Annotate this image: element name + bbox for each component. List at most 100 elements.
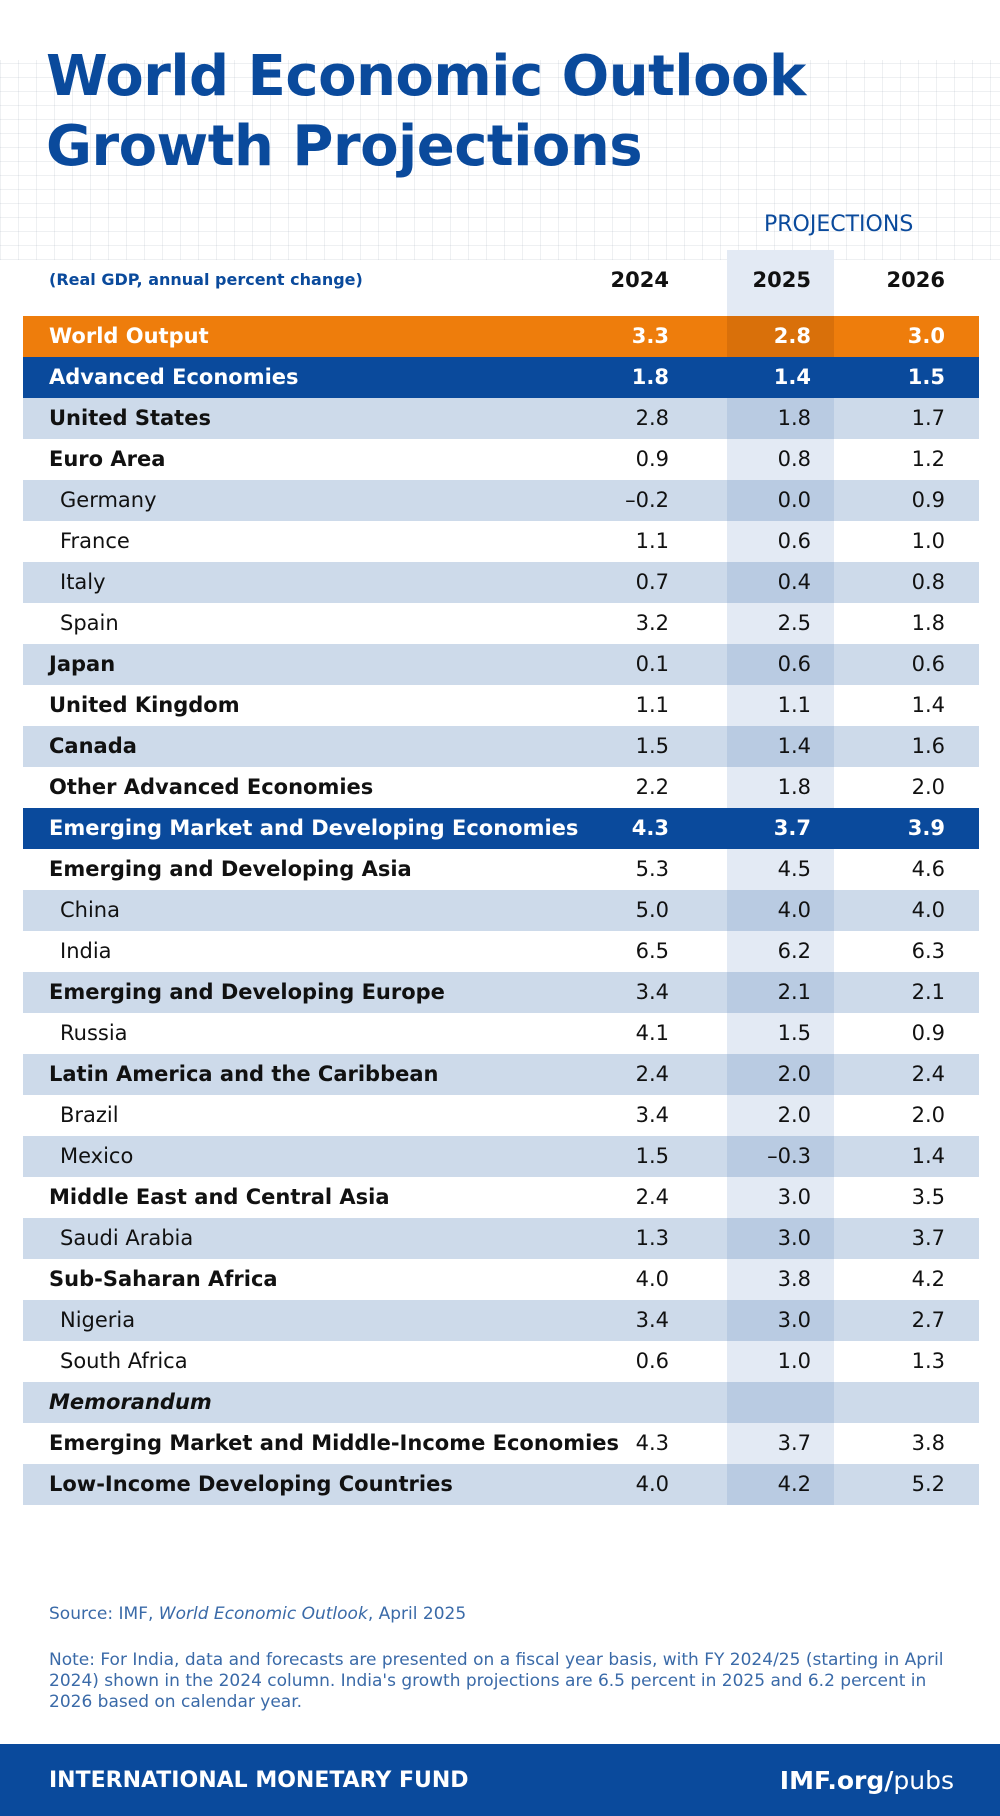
table-row: Euro Area 0.9 0.8 1.2: [23, 439, 979, 480]
row-label: South Africa: [60, 1349, 188, 1373]
row-value: 3.3: [631, 324, 669, 348]
projection-cell: [727, 1054, 834, 1095]
row-value: 2.1: [777, 980, 811, 1004]
table-row: China 5.0 4.0 4.0: [23, 890, 979, 931]
row-value: 4.2: [911, 1267, 945, 1291]
row-value: 3.0: [777, 1226, 811, 1250]
row-value: 5.3: [635, 857, 669, 881]
background-pattern: [0, 60, 1000, 260]
source: Source: IMF, World Economic Outlook, Apr…: [49, 1604, 466, 1625]
row-value: 1.5: [777, 1021, 811, 1045]
row-label: United Kingdom: [49, 693, 240, 717]
unit-note: (Real GDP, annual percent change): [49, 270, 363, 289]
row-label: Other Advanced Economies: [49, 775, 374, 799]
row-value: 4.0: [911, 898, 945, 922]
row-value: 1.7: [911, 406, 945, 430]
row-value: 1.8: [777, 406, 811, 430]
row-value: 5.0: [635, 898, 669, 922]
row-value: 2.5: [777, 611, 811, 635]
table-row: Emerging Market and Middle-Income Econom…: [23, 1423, 979, 1464]
row-label: Emerging Market and Middle-Income Econom…: [49, 1431, 620, 1455]
row-label: United States: [49, 406, 211, 430]
table-row: Canada 1.5 1.4 1.6: [23, 726, 979, 767]
row-value: 1.0: [911, 529, 945, 553]
row-value: 3.5: [911, 1185, 945, 1209]
row-label: Emerging and Developing Asia: [49, 857, 412, 881]
row-value: 1.5: [635, 734, 669, 758]
row-value: 3.8: [911, 1431, 945, 1455]
row-label: India: [60, 939, 112, 963]
row-label: Emerging Market and Developing Economies: [49, 816, 579, 840]
column-header: 2025: [752, 268, 811, 292]
row-value: 1.8: [631, 365, 669, 389]
projection-cell: [727, 480, 834, 521]
table-row: United States 2.8 1.8 1.7: [23, 398, 979, 439]
row-value: 1.5: [907, 365, 945, 389]
projection-cell: [727, 890, 834, 931]
table-row: Italy 0.7 0.4 0.8: [23, 562, 979, 603]
row-value: 0.9: [635, 447, 669, 471]
row-value: 1.4: [773, 365, 811, 389]
row-value: 3.4: [635, 1308, 669, 1332]
projections-label: PROJECTIONS: [764, 212, 914, 237]
row-label: Brazil: [60, 1103, 119, 1127]
row-value: 4.0: [777, 898, 811, 922]
row-value: 5.2: [911, 1472, 945, 1496]
row-value: 1.4: [777, 734, 811, 758]
row-value: 2.7: [911, 1308, 945, 1332]
row-value: 6.5: [635, 939, 669, 963]
table-row: Memorandum: [23, 1382, 979, 1423]
table-row: Advanced Economies 1.8 1.4 1.5: [23, 357, 979, 398]
row-value: 1.8: [911, 611, 945, 635]
projection-shading: [727, 250, 834, 1505]
row-value: 1.3: [911, 1349, 945, 1373]
row-label: Memorandum: [49, 1390, 212, 1414]
source-publication: World Economic Outlook: [158, 1604, 368, 1624]
note: Note: For India, data and forecasts are …: [49, 1650, 944, 1712]
table-row: Middle East and Central Asia 2.4 3.0 3.5: [23, 1177, 979, 1218]
row-value: 2.4: [635, 1185, 669, 1209]
row-value: 0.4: [777, 570, 811, 594]
table-row: South Africa 0.6 1.0 1.3: [23, 1341, 979, 1382]
row-label: Germany: [60, 488, 157, 512]
row-value: 4.1: [635, 1021, 669, 1045]
footer-link[interactable]: IMF.org/pubs: [780, 1766, 954, 1795]
row-value: 2.0: [777, 1103, 811, 1127]
row-value: 1.6: [911, 734, 945, 758]
row-value: 3.4: [635, 980, 669, 1004]
row-value: 0.6: [777, 529, 811, 553]
row-value: 1.2: [911, 447, 945, 471]
footer-org: INTERNATIONAL MONETARY FUND: [49, 1768, 469, 1793]
row-label: Mexico: [60, 1144, 134, 1168]
source-prefix: Source: IMF,: [49, 1604, 159, 1624]
row-value: 1.5: [635, 1144, 669, 1168]
link-bold[interactable]: IMF.org/: [779, 1766, 894, 1795]
table-row: United Kingdom 1.1 1.1 1.4: [23, 685, 979, 726]
projection-cell: [727, 972, 834, 1013]
column-header: 2026: [886, 268, 945, 292]
row-value: 3.8: [777, 1267, 811, 1291]
row-value: 1.3: [635, 1226, 669, 1250]
row-value: 0.9: [911, 1021, 945, 1045]
link-light[interactable]: pubs: [893, 1766, 954, 1795]
row-value: 0.7: [635, 570, 669, 594]
table-row: Emerging Market and Developing Economies…: [23, 808, 979, 849]
projection-cell: [727, 1218, 834, 1259]
row-value: 4.2: [777, 1472, 811, 1496]
row-value: 0.0: [777, 488, 811, 512]
table-row: Russia 4.1 1.5 0.9: [23, 1013, 979, 1054]
row-value: 2.4: [911, 1062, 945, 1086]
row-value: 1.1: [635, 693, 669, 717]
row-label: Japan: [49, 652, 116, 676]
row-value: 0.1: [635, 652, 669, 676]
row-value: 3.0: [777, 1185, 811, 1209]
projection-cell: [727, 644, 834, 685]
table-row: Nigeria 3.4 3.0 2.7: [23, 1300, 979, 1341]
source-date: , April 2025: [367, 1604, 467, 1624]
row-value: 0.8: [777, 447, 811, 471]
row-value: 1.1: [635, 529, 669, 553]
projection-cell: [727, 316, 834, 357]
row-label: Latin America and the Caribbean: [49, 1062, 439, 1086]
table-row: Low-Income Developing Countries 4.0 4.2 5.2: [23, 1464, 979, 1505]
